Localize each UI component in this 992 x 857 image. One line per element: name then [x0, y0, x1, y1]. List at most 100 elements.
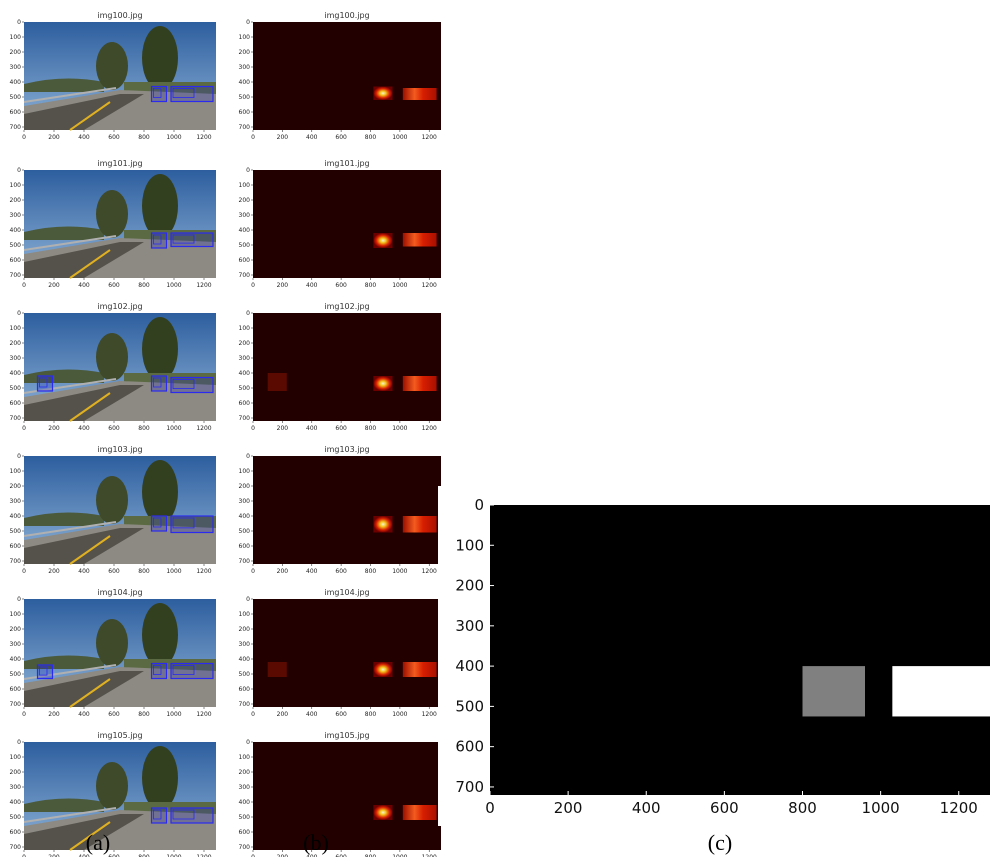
x-tick-label: 800	[138, 854, 150, 857]
tree	[142, 746, 178, 810]
y-tick-label: 700	[10, 701, 22, 708]
detection-box	[170, 515, 214, 534]
heat-region	[402, 88, 437, 100]
y-tick-label: 100	[455, 536, 484, 554]
tree	[142, 174, 178, 238]
y-tick-label: 100	[239, 182, 251, 189]
panel-title: img100.jpg	[324, 11, 369, 20]
x-tick-label: 600	[335, 711, 347, 718]
y-tick-label: 200	[239, 340, 251, 347]
y-tick-label: 0	[246, 310, 250, 317]
x-tick-label: 0	[22, 425, 26, 432]
hills	[24, 78, 104, 92]
grass	[124, 802, 216, 814]
y-tick-label: 400	[10, 656, 22, 663]
y-tick-label: 0	[246, 596, 250, 603]
heat-region	[373, 86, 393, 100]
caption-a: (a)	[86, 830, 110, 855]
y-tick-label: 200	[239, 49, 251, 56]
heat-region	[802, 666, 865, 717]
y-tick-label: 500	[239, 671, 251, 678]
heatmap-background	[253, 599, 441, 707]
camera-frame-panel: img103.jpg 0 200 400 600 800 1000 1200 0 100 200 30…	[10, 445, 216, 575]
tree	[96, 190, 128, 238]
tree	[142, 317, 178, 381]
detection-box	[153, 665, 162, 675]
heatmap-panel: img100.jpg 0 200 400 600 800 1000 1200 0 100 200 30…	[239, 11, 441, 141]
x-tick-label: 1000	[166, 282, 181, 289]
x-tick-label: 0	[22, 134, 26, 141]
panel-title: img101.jpg	[97, 159, 142, 168]
y-tick-label: 0	[246, 167, 250, 174]
y-tick-label: 0	[474, 496, 484, 514]
x-tick-label: 200	[48, 854, 60, 857]
y-tick-label: 500	[239, 814, 251, 821]
y-tick-label: 400	[239, 79, 251, 86]
y-tick-label: 600	[10, 686, 22, 693]
y-tick-label: 100	[10, 325, 22, 332]
x-tick-label: 200	[277, 134, 289, 141]
tree	[96, 333, 128, 381]
x-tick-label: 1200	[196, 568, 211, 575]
y-tick-label: 500	[10, 528, 22, 535]
x-tick-label: 1000	[166, 425, 181, 432]
lane-line	[69, 821, 111, 851]
y-tick-label: 700	[10, 415, 22, 422]
y-tick-label: 600	[239, 543, 251, 550]
y-tick-label: 400	[10, 79, 22, 86]
x-tick-label: 400	[306, 711, 318, 718]
y-tick-label: 600	[239, 400, 251, 407]
detection-box	[153, 88, 162, 98]
road-shadow	[24, 385, 144, 421]
hills	[24, 655, 104, 669]
x-tick-label: 1000	[166, 854, 181, 857]
x-tick-label: 400	[306, 568, 318, 575]
y-tick-label: 300	[10, 498, 22, 505]
y-tick-label: 100	[239, 468, 251, 475]
detection-box	[172, 88, 195, 98]
y-tick-label: 100	[10, 182, 22, 189]
x-tick-label: 800	[138, 282, 150, 289]
x-tick-label: 800	[365, 282, 377, 289]
x-tick-label: 200	[48, 568, 60, 575]
heat-region	[373, 662, 393, 677]
x-tick-label: 200	[277, 425, 289, 432]
y-tick-label: 700	[239, 701, 251, 708]
heatmap-panel: img104.jpg 0 200 400 600 800 1000 1200 0 100 200 30…	[239, 588, 441, 718]
heat-region	[373, 805, 393, 820]
x-tick-label: 600	[335, 854, 347, 857]
heatmap-panel: img105.jpg 0 200 400 600 800 1000 1200 0 100 200 30…	[239, 731, 441, 857]
tree	[96, 42, 128, 90]
y-tick-label: 700	[239, 415, 251, 422]
tree	[96, 619, 128, 667]
y-tick-label: 500	[10, 671, 22, 678]
heat-region	[373, 516, 393, 533]
panel-title: img104.jpg	[97, 588, 142, 597]
y-tick-label: 300	[239, 355, 251, 362]
x-tick-label: 1200	[196, 282, 211, 289]
y-tick-label: 500	[10, 242, 22, 249]
x-tick-label: 800	[365, 854, 377, 857]
x-tick-label: 200	[277, 854, 289, 857]
y-tick-label: 200	[10, 340, 22, 347]
y-tick-label: 300	[10, 64, 22, 71]
y-tick-label: 500	[10, 94, 22, 101]
x-tick-label: 1200	[422, 425, 437, 432]
x-tick-label: 0	[251, 282, 255, 289]
tree	[96, 762, 128, 810]
guardrail	[23, 235, 117, 251]
x-tick-label: 0	[22, 568, 26, 575]
detection-box	[172, 665, 195, 675]
y-tick-label: 300	[239, 784, 251, 791]
caption-b: (b)	[303, 830, 329, 855]
panel-title: img103.jpg	[97, 445, 142, 454]
x-tick-label: 1200	[196, 711, 211, 718]
x-tick-label: 600	[108, 134, 120, 141]
y-tick-label: 0	[17, 19, 21, 26]
y-tick-label: 700	[10, 844, 22, 851]
x-tick-label: 200	[48, 282, 60, 289]
guardrail	[23, 664, 117, 680]
detection-box	[172, 234, 195, 244]
x-tick-label: 400	[78, 134, 90, 141]
y-tick-label: 700	[239, 272, 251, 279]
